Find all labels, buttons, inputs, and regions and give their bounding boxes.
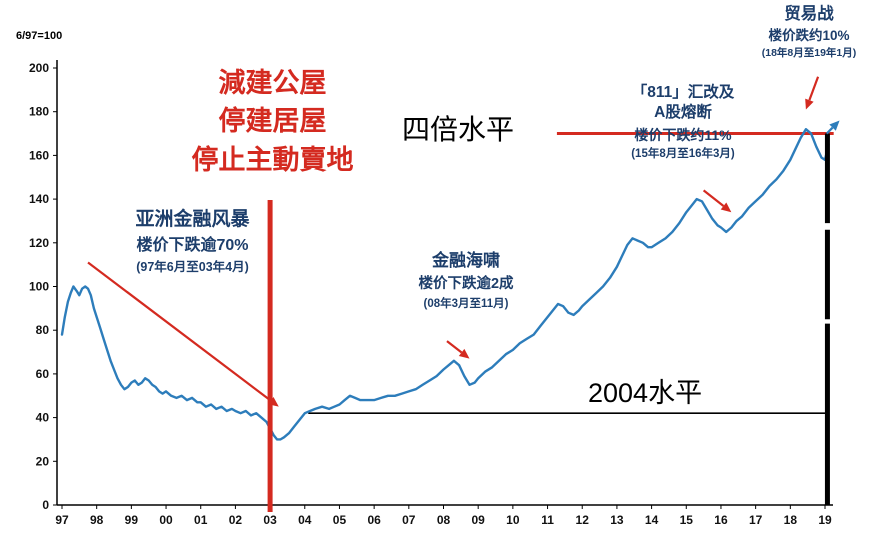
- trade-war-period: (18年8月至19年1月): [761, 46, 857, 59]
- y-tick-label: 180: [29, 105, 49, 119]
- financial-tsunami-annotation: 金融海啸 楼价下跌逾2成 (08年3月至11月): [380, 250, 552, 312]
- x-tick-label: 16: [714, 513, 728, 527]
- asian-crisis-arrow-head: [268, 397, 279, 407]
- x-tick-label: 99: [125, 513, 139, 527]
- asian-crisis-title: 亚洲金融风暴: [135, 209, 250, 230]
- x-tick-label: 18: [784, 513, 798, 527]
- x-tick-label: 09: [472, 513, 486, 527]
- x-tick-label: 04: [298, 513, 312, 527]
- x-tick-label: 12: [576, 513, 590, 527]
- reform-811-period: (15年8月至16年3月): [631, 148, 735, 161]
- tsunami-subtitle: 楼价下跌逾2成: [418, 276, 514, 293]
- y-tick-label: 140: [29, 192, 49, 206]
- level-2004-label: 2004水平: [588, 378, 703, 408]
- policy-annotation: 減建公屋 停建居屋 停止主動賣地: [155, 64, 390, 179]
- reform-811-arrow-head: [720, 202, 732, 213]
- reform-811-arrow: [702, 189, 725, 207]
- four-times-level-label: 四倍水平: [402, 114, 515, 145]
- x-tick-label: 02: [229, 513, 243, 527]
- asian-crisis-period: (97年6月至03年4月): [136, 260, 249, 275]
- x-tick-label: 07: [402, 513, 416, 527]
- x-tick-label: 03: [263, 513, 277, 527]
- x-tick-label: 05: [333, 513, 347, 527]
- x-tick-label: 17: [749, 513, 763, 527]
- asian-crisis-annotation: 亚洲金融风暴 楼价下跌逾70% (97年6月至03年4月): [100, 208, 285, 276]
- y-tick-label: 120: [29, 236, 49, 250]
- tsunami-arrow-head: [458, 348, 470, 359]
- policy-line-3: 停止主動賣地: [191, 144, 354, 175]
- rebound-arrow: [825, 126, 834, 135]
- x-tick-label: 97: [55, 513, 69, 527]
- x-tick-label: 00: [159, 513, 173, 527]
- x-tick-label: 11: [541, 513, 554, 527]
- trade-war-arrow: [808, 76, 820, 101]
- x-tick-label: 08: [437, 513, 451, 527]
- x-tick-label: 13: [610, 513, 624, 527]
- reform-811-title-line2: A股熔断: [654, 104, 712, 122]
- x-tick-label: 15: [680, 513, 694, 527]
- y-tick-label: 160: [29, 148, 49, 162]
- x-tick-label: 98: [90, 513, 104, 527]
- price-index-line: [60, 127, 830, 441]
- rebound-arrow-head: [829, 120, 840, 131]
- y-tick-label: 40: [36, 411, 50, 425]
- trade-war-title: 贸易战: [784, 5, 834, 23]
- trade-war-annotation: 贸易战 楼价跌约10% (18年8月至19年1月): [746, 4, 872, 61]
- y-tick-label: 100: [29, 280, 49, 294]
- trade-war-subtitle: 楼价跌约10%: [768, 28, 850, 44]
- x-tick-label: 06: [367, 513, 381, 527]
- y-tick-label: 20: [36, 454, 50, 468]
- policy-line-1: 減建公屋: [218, 68, 327, 98]
- x-tick-label: 01: [194, 513, 208, 527]
- tsunami-arrow: [446, 340, 463, 354]
- y-tick-label: 60: [36, 367, 50, 381]
- reform-811-annotation: 「811」汇改及 A股熔断 楼价下跌约11% (15年8月至16年3月): [597, 83, 769, 162]
- y-tick-label: 80: [36, 323, 50, 337]
- asian-crisis-arrow: [87, 261, 272, 402]
- reform-811-title-line1: 「811」汇改及: [631, 84, 735, 101]
- policy-line-2: 停建居屋: [218, 106, 327, 137]
- x-tick-label: 19: [818, 513, 832, 527]
- y-tick-label: 0: [42, 498, 49, 512]
- reform-811-subtitle: 楼价下跌约11%: [634, 127, 732, 144]
- x-tick-label: 10: [506, 513, 520, 527]
- trade-war-arrow-head: [805, 98, 814, 110]
- tsunami-title: 金融海啸: [432, 251, 500, 270]
- tsunami-period: (08年3月至11月): [423, 297, 509, 310]
- y-tick-label: 200: [29, 61, 49, 75]
- x-tick-label: 14: [645, 513, 659, 527]
- index-base-label: 6/97=100: [16, 30, 63, 42]
- asian-crisis-subtitle: 楼价下跌逾70%: [136, 236, 249, 254]
